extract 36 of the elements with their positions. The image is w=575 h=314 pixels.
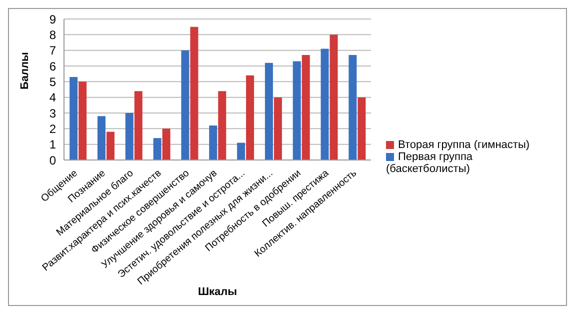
bar (264, 62, 273, 160)
legend-label: Вторая группа (гимнасты) (398, 139, 530, 151)
bar (190, 26, 198, 160)
bar (302, 55, 310, 160)
bar (330, 34, 338, 160)
bar (125, 113, 134, 160)
bar (218, 91, 226, 160)
bar (348, 55, 357, 160)
legend-label: Первая группа (баскетболисты) (386, 151, 473, 175)
y-tick-label: 3 (49, 106, 56, 120)
y-tick-label: 6 (49, 59, 56, 74)
y-tick-label: 9 (49, 12, 56, 26)
bar (162, 128, 170, 160)
bar (237, 142, 246, 160)
bar (246, 75, 254, 160)
y-tick-label: 8 (49, 28, 56, 42)
y-tick-label: 5 (49, 74, 56, 89)
bar (78, 82, 87, 160)
y-tick-label: 0 (49, 153, 56, 168)
bar (320, 48, 329, 160)
bar (181, 50, 190, 160)
y-tick-label: 1 (49, 138, 56, 152)
bar (97, 116, 106, 160)
bar (358, 97, 366, 160)
bar (106, 132, 114, 160)
y-tick-label: 7 (49, 44, 56, 58)
y-axis-title: Баллы (18, 52, 31, 90)
bar (209, 126, 218, 160)
bar (274, 97, 282, 160)
y-tick-label: 2 (49, 122, 56, 136)
bar (153, 138, 162, 160)
x-axis-title: Шкалы (198, 286, 238, 298)
bar (134, 91, 142, 160)
bar (70, 76, 78, 160)
bar (292, 61, 301, 160)
y-tick-label: 4 (49, 90, 56, 105)
